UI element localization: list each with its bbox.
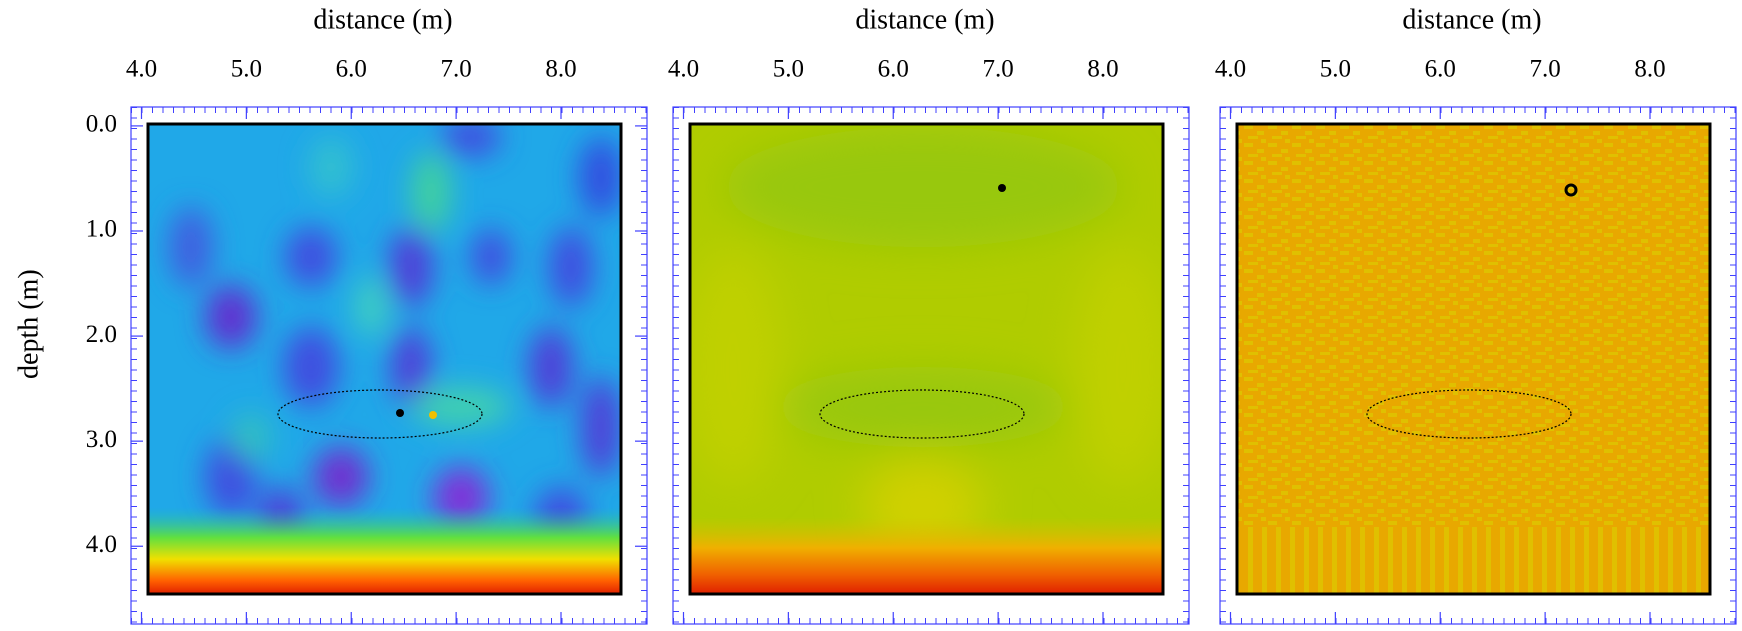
y-tick-label: 1.0 [86,216,117,243]
x-tick-label: 5.0 [231,56,262,83]
plot-border [1235,122,1712,596]
y-axis-title: depth (m) [13,269,44,379]
x-tick-label: 8.0 [1087,56,1118,83]
heatmap-image [1237,124,1710,594]
x-axis-title: distance (m) [1402,4,1541,35]
annotation-ellipse [819,389,1025,439]
y-tick-label: 0.0 [86,111,117,138]
x-tick-label: 8.0 [1634,56,1665,83]
x-tick-label: 5.0 [1320,56,1351,83]
minor-ticks-left [1220,107,1226,624]
heatmap-image [148,124,621,594]
minor-ticks-right [1183,107,1189,624]
x-tick-label: 6.0 [336,56,367,83]
x-tick-label: 4.0 [1215,56,1246,83]
heatmap-image [690,124,1163,594]
minor-ticks-right [641,107,647,624]
axes-frame [1219,106,1737,625]
minor-ticks-right [1730,107,1736,624]
panel: distance (m) 4.0 5.0 6.0 7.0 8.0 [1215,4,1737,625]
y-tick-label: 4.0 [86,531,117,558]
plot-border [146,122,623,596]
y-tick-label: 3.0 [86,426,117,453]
plot-border [688,122,1165,596]
minor-ticks-bottom [131,618,647,624]
minor-ticks-bottom [1220,618,1736,624]
minor-ticks-left [673,107,679,624]
panel: distance (m) 4.0 5.0 6.0 7.0 8.0 depth (m) 0.0 1… [13,4,648,625]
minor-ticks-top [673,107,1189,113]
annotation-ellipse [1366,389,1572,439]
x-axis-title: distance (m) [313,4,452,35]
x-axis-title: distance (m) [855,4,994,35]
x-tick-label: 6.0 [878,56,909,83]
anomaly-dot [998,184,1006,192]
minor-ticks-left [131,107,137,624]
x-tick-label: 7.0 [1529,56,1560,83]
x-tick-label: 6.0 [1425,56,1456,83]
anomaly-dot [429,411,437,419]
annotation-ellipse [277,389,483,439]
x-tick-label: 5.0 [773,56,804,83]
axes-frame [130,106,648,625]
axes-frame [672,106,1190,625]
minor-ticks-top [1220,107,1736,113]
x-tick-label: 4.0 [668,56,699,83]
x-tick-label: 8.0 [545,56,576,83]
x-tick-label: 4.0 [126,56,157,83]
anomaly-dot [396,409,404,417]
x-tick-label: 7.0 [440,56,471,83]
x-tick-label: 7.0 [982,56,1013,83]
panel: distance (m) 4.0 5.0 6.0 7.0 8.0 [668,4,1190,625]
minor-ticks-top [131,107,647,113]
anomaly-dot [1564,183,1578,197]
minor-ticks-bottom [673,618,1189,624]
y-tick-label: 2.0 [86,321,117,348]
